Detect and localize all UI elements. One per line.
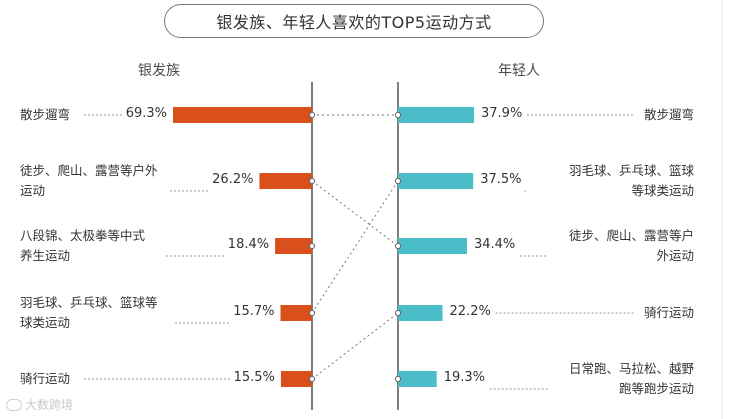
- watermark: 大数跨境: [6, 396, 73, 413]
- right-bar: [398, 107, 474, 123]
- value-label: 37.5%: [480, 172, 522, 187]
- category-label: 徒步、爬山、露营等户: [568, 228, 694, 243]
- value-label: 34.4%: [473, 237, 516, 252]
- category-label: 羽毛球、乒乓球、篮球: [568, 163, 694, 178]
- left-bar: [275, 238, 312, 254]
- value-label: 26.2%: [212, 172, 254, 187]
- left-bar: [280, 305, 312, 321]
- rank-link-line: [311, 312, 399, 380]
- left-axis-marker: [308, 242, 316, 250]
- category-label: 八段锦、太极拳等中式: [20, 228, 146, 243]
- chart-title: 银发族、年轻人喜欢的TOP5运动方式: [164, 4, 544, 38]
- right-axis-marker: [394, 111, 402, 119]
- value-label: 69.3%: [125, 106, 167, 121]
- right-axis-marker: [394, 375, 402, 383]
- value-label: 37.9%: [481, 106, 523, 121]
- category-label: 散步遛弯: [643, 107, 694, 122]
- left-column-title: 银发族: [138, 63, 180, 79]
- rank-link-line: [311, 180, 399, 247]
- left-axis-marker: [308, 177, 316, 185]
- category-label: 骑行运动: [643, 305, 694, 320]
- category-label: 养生运动: [20, 248, 71, 263]
- left-bar: [259, 173, 312, 189]
- value-label: 15.5%: [233, 370, 275, 385]
- left-bar: [280, 371, 312, 387]
- right-axis-marker: [394, 242, 402, 250]
- left-axis-marker: [308, 111, 316, 119]
- watermark-logo-icon: [6, 398, 22, 411]
- right-bar: [398, 371, 437, 387]
- category-label: 外运动: [656, 248, 694, 263]
- category-label: 徒步、爬山、露营等户外: [20, 163, 158, 178]
- right-axis-marker: [394, 309, 402, 317]
- value-label: 19.3%: [443, 370, 485, 385]
- right-column-title: 年轻人: [498, 63, 540, 79]
- rank-link-line: [311, 180, 399, 314]
- right-bar: [398, 173, 474, 189]
- right-bar: [398, 305, 443, 321]
- value-label: 22.2%: [449, 304, 491, 319]
- category-label: 散步遛弯: [20, 107, 71, 122]
- right-axis-marker: [394, 177, 402, 185]
- category-label: 等球类运动: [631, 183, 694, 198]
- left-axis-marker: [308, 309, 316, 317]
- category-label: 运动: [20, 183, 46, 198]
- left-axis-marker: [308, 375, 316, 383]
- left-bar: [173, 107, 312, 123]
- value-label: 18.4%: [227, 237, 270, 252]
- value-label: 15.7%: [233, 304, 275, 319]
- category-label: 跑等跑步运动: [618, 381, 694, 396]
- watermark-text: 大数跨境: [25, 398, 74, 412]
- right-bar: [398, 238, 467, 254]
- category-label: 骑行运动: [20, 371, 71, 386]
- category-label: 日常跑、马拉松、越野: [568, 361, 694, 376]
- category-label: 球类运动: [20, 315, 71, 330]
- category-label: 羽毛球、乒乓球、篮球等: [20, 295, 158, 310]
